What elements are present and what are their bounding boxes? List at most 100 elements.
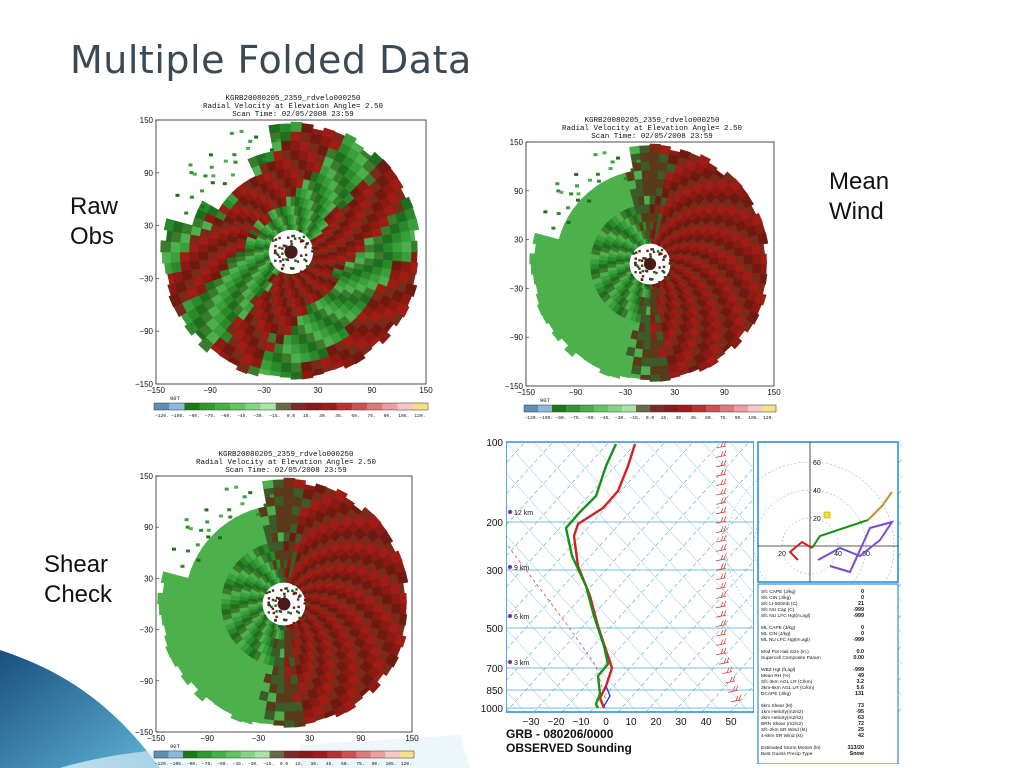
param-label: Sfc-2km SR Wind (kt) <box>761 727 808 733</box>
colorbar-label: 120. <box>763 415 774 421</box>
radar-ytick: 90 <box>144 523 153 532</box>
colorbar-swatch <box>255 751 270 758</box>
colorbar-label: 30. <box>319 413 327 419</box>
radar-ytick: −150 <box>505 382 524 391</box>
radar-ytick: 150 <box>140 116 154 125</box>
pressure-label: 700 <box>486 664 503 675</box>
colorbar-label: 60. <box>705 415 713 421</box>
colorbar-label: 45. <box>326 761 334 767</box>
param-label: Sfc NU Cap (C) <box>761 607 795 613</box>
colorbar-label: 90. <box>735 415 743 421</box>
colorbar-swatch <box>211 751 227 758</box>
colorbar-swatch <box>306 403 322 410</box>
pressure-label: 200 <box>486 518 503 529</box>
colorbar-swatch <box>650 405 665 412</box>
radar-xtick: 30 <box>305 734 314 743</box>
param-value: 313/20 <box>848 745 865 751</box>
temp-tick: 30 <box>675 717 687 728</box>
temp-tick: −10 <box>573 717 590 728</box>
param-value: Snow <box>850 751 865 757</box>
colorbar-swatch <box>199 403 216 410</box>
colorbar-label: 75. <box>720 415 728 421</box>
colorbar-label: −60. <box>217 761 228 767</box>
hodo-tick: 20 <box>813 516 821 523</box>
temp-tick: 10 <box>625 717 637 728</box>
colorbar-swatch <box>622 405 637 412</box>
radar-xtick: 90 <box>356 734 365 743</box>
param-label: Sfc-3km AGL LR (C/km) <box>761 679 813 685</box>
colorbar-label: −15. <box>630 415 641 421</box>
param-label: Sfc LI-500mb (C) <box>761 601 798 607</box>
radar-ytick: −150 <box>135 728 154 737</box>
colorbar-label: −15. <box>263 761 274 767</box>
radar-corner-label: 90T <box>540 397 551 404</box>
colorbar-swatch <box>269 751 285 758</box>
param-label: 4-6km SR Wind (kt) <box>761 733 803 739</box>
param-label: ML CIN (J/kg) <box>761 631 791 637</box>
param-label: 3km Helicity(m2/s2) <box>761 715 804 721</box>
colorbar-label: 90. <box>384 413 392 419</box>
hodo-trace-high <box>867 491 893 521</box>
radar-ytick: 150 <box>510 138 524 147</box>
sounding-panel: 100 200 300 500 700 850 1000 12 km 9 km 6 km 3 km −… <box>478 436 902 764</box>
radar-ytick: 30 <box>144 574 153 583</box>
colorbar-label: −105. <box>539 415 553 421</box>
param-label: Estimated Storm Motion (kt) <box>761 745 821 751</box>
param-label: DCAPE (J/kg) <box>761 691 791 697</box>
colorbar-label: 105. <box>748 415 759 421</box>
colorbar-swatch <box>367 403 383 410</box>
hodo-tick: 40 <box>813 488 821 495</box>
radar-ytick: 150 <box>140 472 154 481</box>
pressure-label: 100 <box>486 438 503 449</box>
radar-scan-time: Scan Time: 02/05/2008 23:59 <box>591 133 713 141</box>
colorbar-label: 105. <box>398 413 409 419</box>
param-label: Best Guess Precip Type <box>761 751 813 757</box>
radar-velocity-field <box>160 121 420 380</box>
colorbar-swatch <box>275 403 292 410</box>
radar-xtick: −150 <box>517 388 536 397</box>
colorbar-label: −75. <box>202 761 213 767</box>
param-value: 25 <box>858 727 864 733</box>
colorbar-swatch <box>748 405 763 412</box>
corner-decoration <box>0 650 470 768</box>
colorbar-label: −90. <box>189 413 200 419</box>
colorbar-label: 60. <box>341 761 349 767</box>
colorbar-label: −45. <box>600 415 611 421</box>
radar-xtick: 30 <box>670 388 679 397</box>
radar-file-label: KGRB20080205_2359_rdvelo000250 <box>218 451 354 459</box>
radar-xtick: −150 <box>147 386 166 395</box>
colorbar-swatch <box>260 403 277 410</box>
colorbar-label: −15. <box>269 413 280 419</box>
colorbar-label: 15. <box>661 415 669 421</box>
param-value: 0 <box>861 595 864 601</box>
colorbar-swatch <box>336 403 353 410</box>
temp-tick: 40 <box>700 717 712 728</box>
colorbar-swatch <box>154 751 169 758</box>
radar-xtick: −150 <box>147 734 166 743</box>
radar-ytick: 90 <box>514 187 523 196</box>
colorbar-label: 30. <box>676 415 684 421</box>
pressure-label: 300 <box>486 566 503 577</box>
colorbar-label: −105. <box>170 761 184 767</box>
param-label: Mod Pot Hail Size (in.) <box>761 649 809 655</box>
dewpoint-profile <box>564 443 618 709</box>
radar-subtitle: Radial Velocity at Elevation Angle= 2.50 <box>203 103 384 111</box>
hodo-tick: 60 <box>813 460 821 467</box>
radar-panel-mean-wind: KGRB20080205_2359_rdvelo000250 Radial Vel… <box>498 114 782 422</box>
colorbar-label: −60. <box>585 415 596 421</box>
radar-file-label: KGRB20080205_2359_rdvelo000250 <box>584 117 720 125</box>
param-value: -999 <box>853 607 864 613</box>
colorbar-swatch <box>240 751 256 758</box>
param-label: Sfc CAPE (J/kg) <box>761 589 796 595</box>
colorbar-swatch <box>566 405 581 412</box>
colorbar-swatch <box>608 405 623 412</box>
colorbar-swatch <box>370 751 386 758</box>
param-value: 0.0 <box>857 649 865 655</box>
storm-motion-marker <box>823 511 831 519</box>
slide-title: Multiple Folded Data <box>70 38 472 82</box>
param-label: Sfc CIN (J/kg) <box>761 595 791 601</box>
pressure-label: 850 <box>486 686 503 697</box>
colorbar-label: 0.0 <box>646 415 655 421</box>
height-label: 12 km <box>514 510 533 517</box>
param-value: -999 <box>853 613 864 619</box>
